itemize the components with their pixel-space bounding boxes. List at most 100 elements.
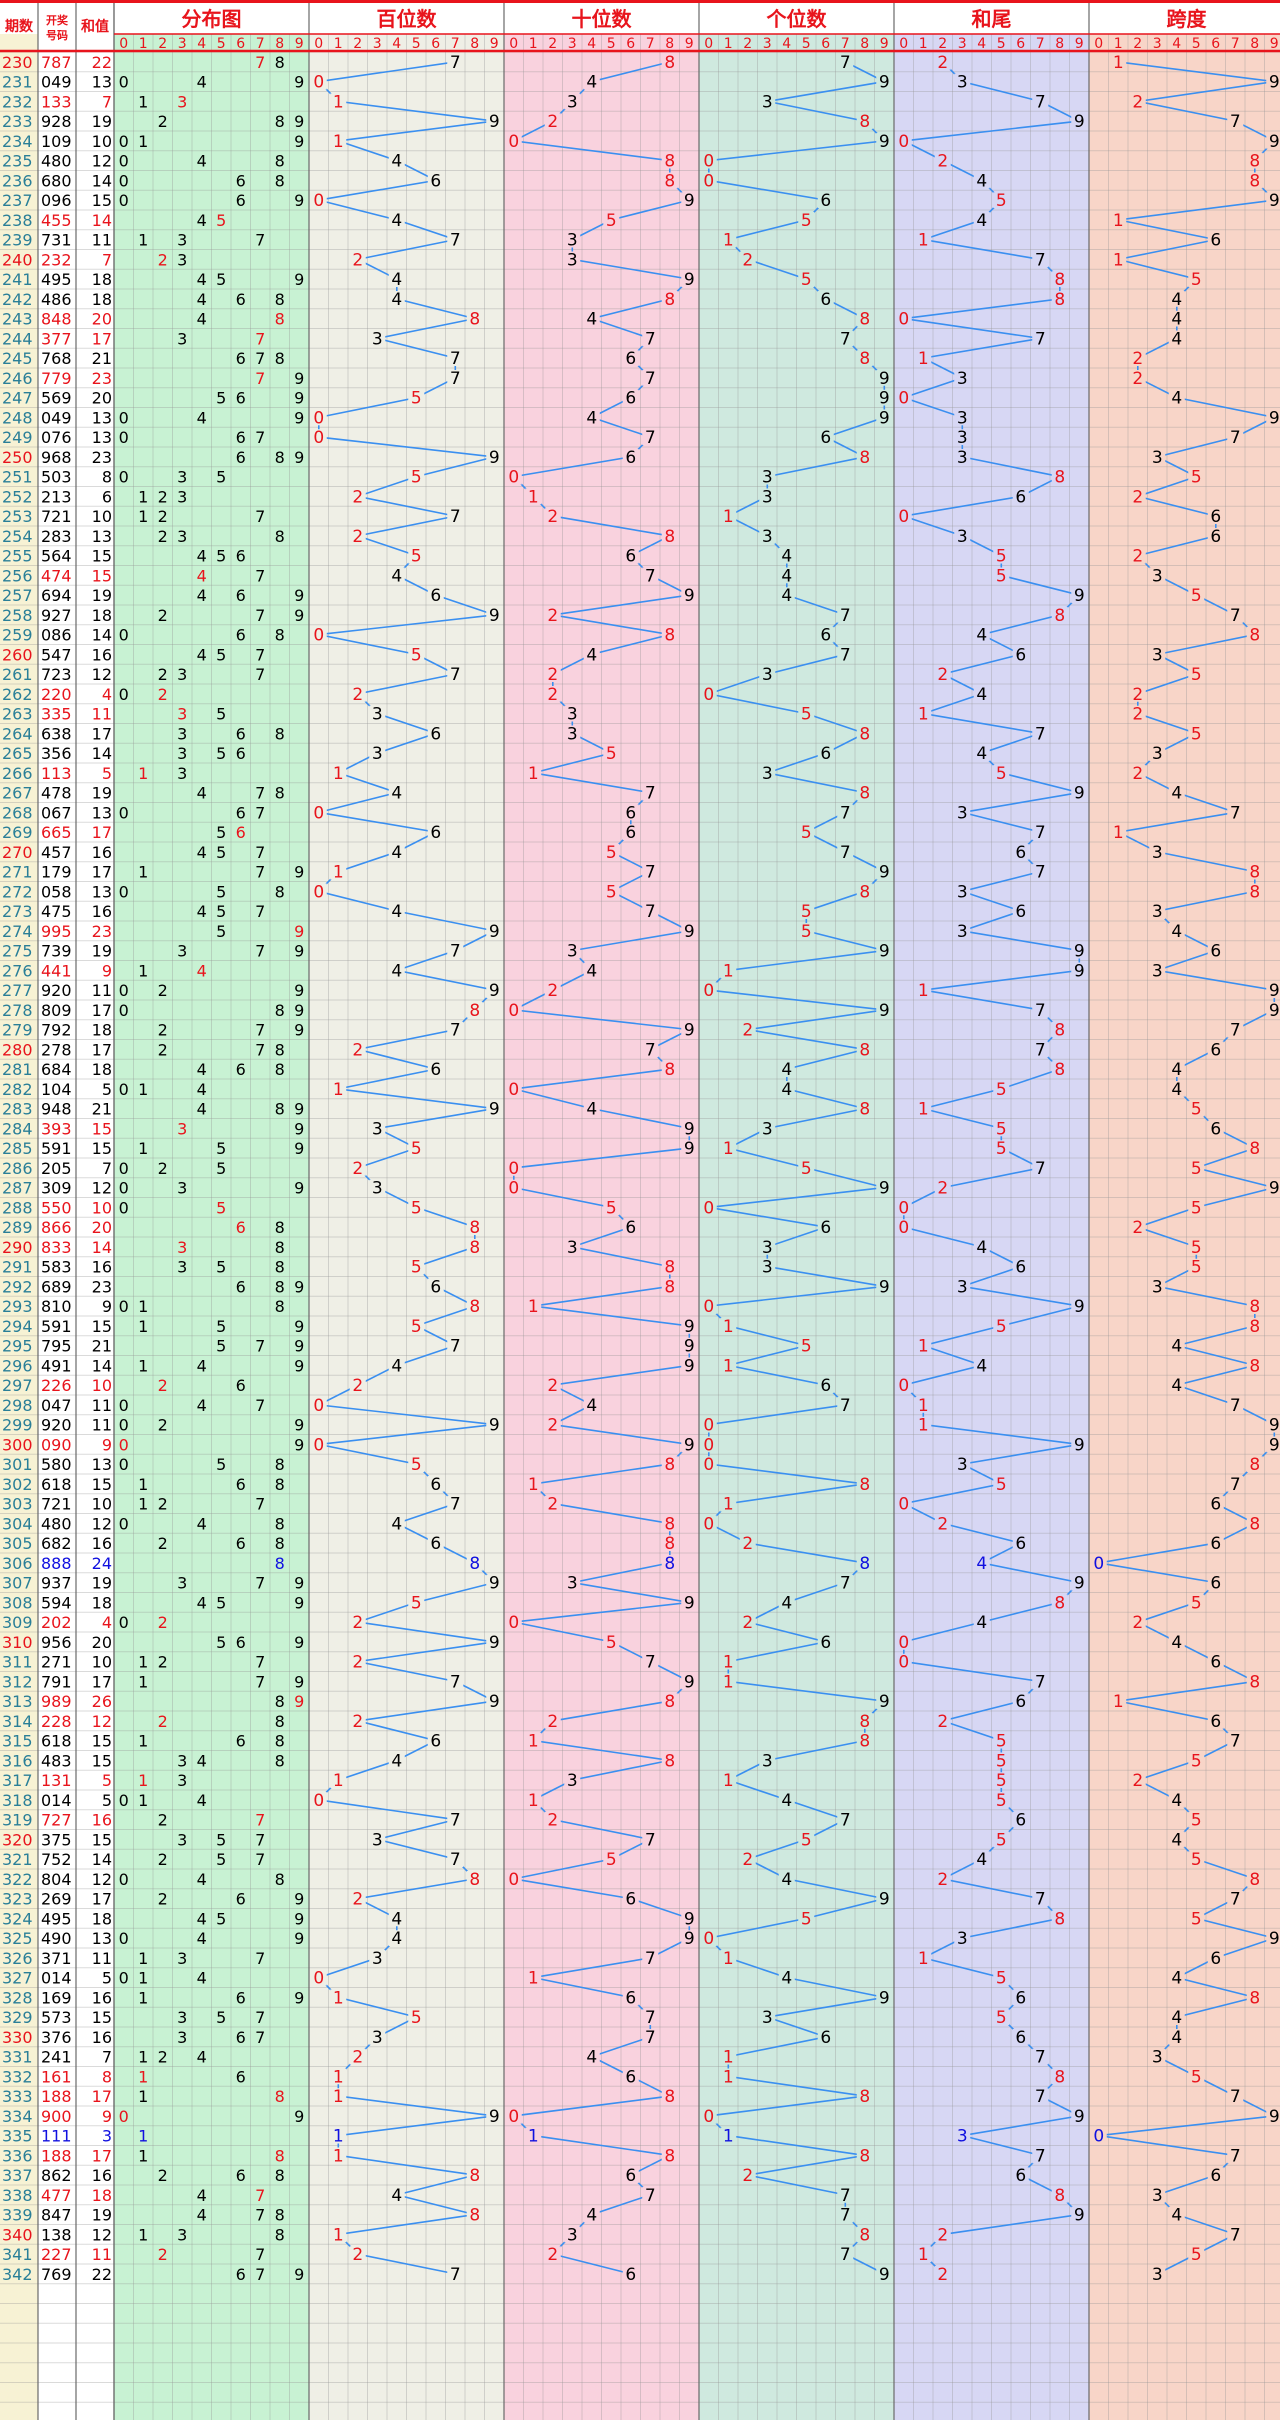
distribution-mark: 2 bbox=[158, 606, 168, 625]
value-mark: 8 bbox=[859, 448, 870, 468]
issue-cell: 294 bbox=[2, 1317, 33, 1336]
value-mark: 5 bbox=[1191, 1159, 1202, 1179]
value-backdrop bbox=[330, 93, 347, 110]
number-cell: 564 bbox=[41, 547, 72, 566]
digit-header: 4 bbox=[587, 36, 596, 52]
distribution-mark: 9 bbox=[294, 73, 304, 92]
value-mark: 1 bbox=[333, 1080, 344, 1100]
value-mark: 8 bbox=[859, 882, 870, 902]
distribution-mark: 1 bbox=[138, 92, 148, 111]
value-mark: 4 bbox=[1171, 310, 1182, 330]
value-backdrop bbox=[310, 1397, 327, 1413]
sum-cell: 9 bbox=[102, 1435, 112, 1454]
sum-cell: 14 bbox=[92, 626, 112, 645]
value-mark: 6 bbox=[625, 1890, 636, 1910]
value-backdrop bbox=[544, 1377, 561, 1393]
value-mark: 4 bbox=[976, 626, 987, 646]
value-mark: 1 bbox=[918, 1949, 929, 1969]
value-mark: 9 bbox=[684, 1119, 695, 1139]
value-mark: 3 bbox=[567, 724, 578, 744]
issue-cell: 274 bbox=[2, 922, 33, 941]
value-mark: 3 bbox=[567, 1574, 578, 1594]
distribution-mark: 8 bbox=[275, 2146, 285, 2165]
sum-cell: 16 bbox=[92, 2166, 112, 2185]
value-mark: 7 bbox=[450, 665, 461, 685]
issue-cell: 256 bbox=[2, 566, 33, 585]
value-backdrop bbox=[349, 251, 366, 268]
value-backdrop bbox=[544, 982, 561, 998]
value-mark: 4 bbox=[586, 310, 597, 330]
value-backdrop bbox=[427, 824, 444, 840]
value-backdrop bbox=[1207, 508, 1224, 524]
number-cell: 477 bbox=[41, 2186, 72, 2205]
distribution-mark: 7 bbox=[255, 231, 265, 250]
value-backdrop bbox=[603, 1199, 620, 1216]
value-backdrop bbox=[1032, 93, 1049, 110]
value-mark: 7 bbox=[1230, 1396, 1241, 1416]
distribution-mark: 4 bbox=[197, 902, 207, 921]
number-cell: 791 bbox=[41, 1672, 72, 1691]
value-mark: 2 bbox=[547, 2245, 558, 2265]
value-mark: 4 bbox=[391, 1514, 402, 1534]
value-backdrop bbox=[1188, 1752, 1205, 1769]
value-mark: 7 bbox=[840, 2186, 851, 2206]
value-mark: 4 bbox=[1171, 2008, 1182, 2028]
distribution-mark: 5 bbox=[216, 1159, 226, 1178]
value-mark: 8 bbox=[1249, 1514, 1260, 1534]
distribution-mark: 9 bbox=[294, 922, 304, 941]
distribution-mark: 8 bbox=[275, 1534, 285, 1553]
value-backdrop bbox=[369, 745, 386, 761]
value-backdrop bbox=[642, 1041, 659, 1058]
distribution-mark: 9 bbox=[294, 1277, 304, 1296]
number-cell: 076 bbox=[41, 428, 72, 447]
value-backdrop bbox=[700, 982, 717, 998]
value-mark: 7 bbox=[645, 902, 656, 922]
value-mark: 7 bbox=[645, 1949, 656, 1969]
value-backdrop bbox=[661, 1693, 678, 1709]
digit-header: 0 bbox=[119, 36, 128, 52]
value-backdrop bbox=[505, 1081, 522, 1097]
value-backdrop bbox=[1012, 1693, 1029, 1709]
value-mark: 1 bbox=[528, 2127, 539, 2147]
value-mark: 4 bbox=[976, 1554, 987, 1574]
issue-cell: 300 bbox=[2, 1435, 33, 1454]
value-backdrop bbox=[622, 1219, 639, 1235]
sum-cell: 12 bbox=[92, 152, 112, 171]
value-mark: 4 bbox=[976, 171, 987, 191]
value-mark: 9 bbox=[489, 448, 500, 468]
value-mark: 1 bbox=[528, 1475, 539, 1495]
sum-cell: 16 bbox=[92, 1534, 112, 1553]
sum-cell: 17 bbox=[92, 823, 112, 842]
distribution-mark: 5 bbox=[216, 1593, 226, 1612]
value-backdrop bbox=[837, 1574, 854, 1591]
sum-cell: 6 bbox=[102, 487, 112, 506]
value-backdrop bbox=[895, 1634, 912, 1650]
sum-cell: 12 bbox=[92, 2225, 112, 2244]
value-backdrop bbox=[759, 666, 776, 682]
value-backdrop bbox=[661, 528, 678, 544]
value-backdrop bbox=[1188, 1199, 1205, 1216]
value-backdrop bbox=[408, 1199, 425, 1216]
distribution-mark: 6 bbox=[236, 2028, 246, 2047]
distribution-mark: 5 bbox=[216, 211, 226, 230]
sum-cell: 4 bbox=[102, 1613, 112, 1632]
value-backdrop bbox=[349, 1653, 366, 1670]
distribution-mark: 7 bbox=[255, 1811, 265, 1830]
number-cell: 133 bbox=[41, 92, 72, 111]
value-mark: 7 bbox=[1230, 1475, 1241, 1495]
distribution-mark: 6 bbox=[236, 1890, 246, 1909]
value-mark: 8 bbox=[469, 1001, 480, 1021]
value-backdrop bbox=[993, 1752, 1010, 1769]
sum-cell: 17 bbox=[92, 863, 112, 882]
value-backdrop bbox=[876, 133, 893, 149]
value-mark: 4 bbox=[391, 1356, 402, 1376]
value-mark: 6 bbox=[1210, 942, 1221, 962]
value-mark: 9 bbox=[489, 1574, 500, 1594]
distribution-mark: 6 bbox=[236, 290, 246, 309]
distribution-mark: 0 bbox=[119, 468, 129, 487]
value-mark: 5 bbox=[801, 270, 812, 290]
sum-cell: 14 bbox=[92, 171, 112, 190]
value-mark: 7 bbox=[1035, 823, 1046, 843]
distribution-mark: 3 bbox=[177, 724, 187, 743]
value-mark: 0 bbox=[703, 1455, 714, 1475]
